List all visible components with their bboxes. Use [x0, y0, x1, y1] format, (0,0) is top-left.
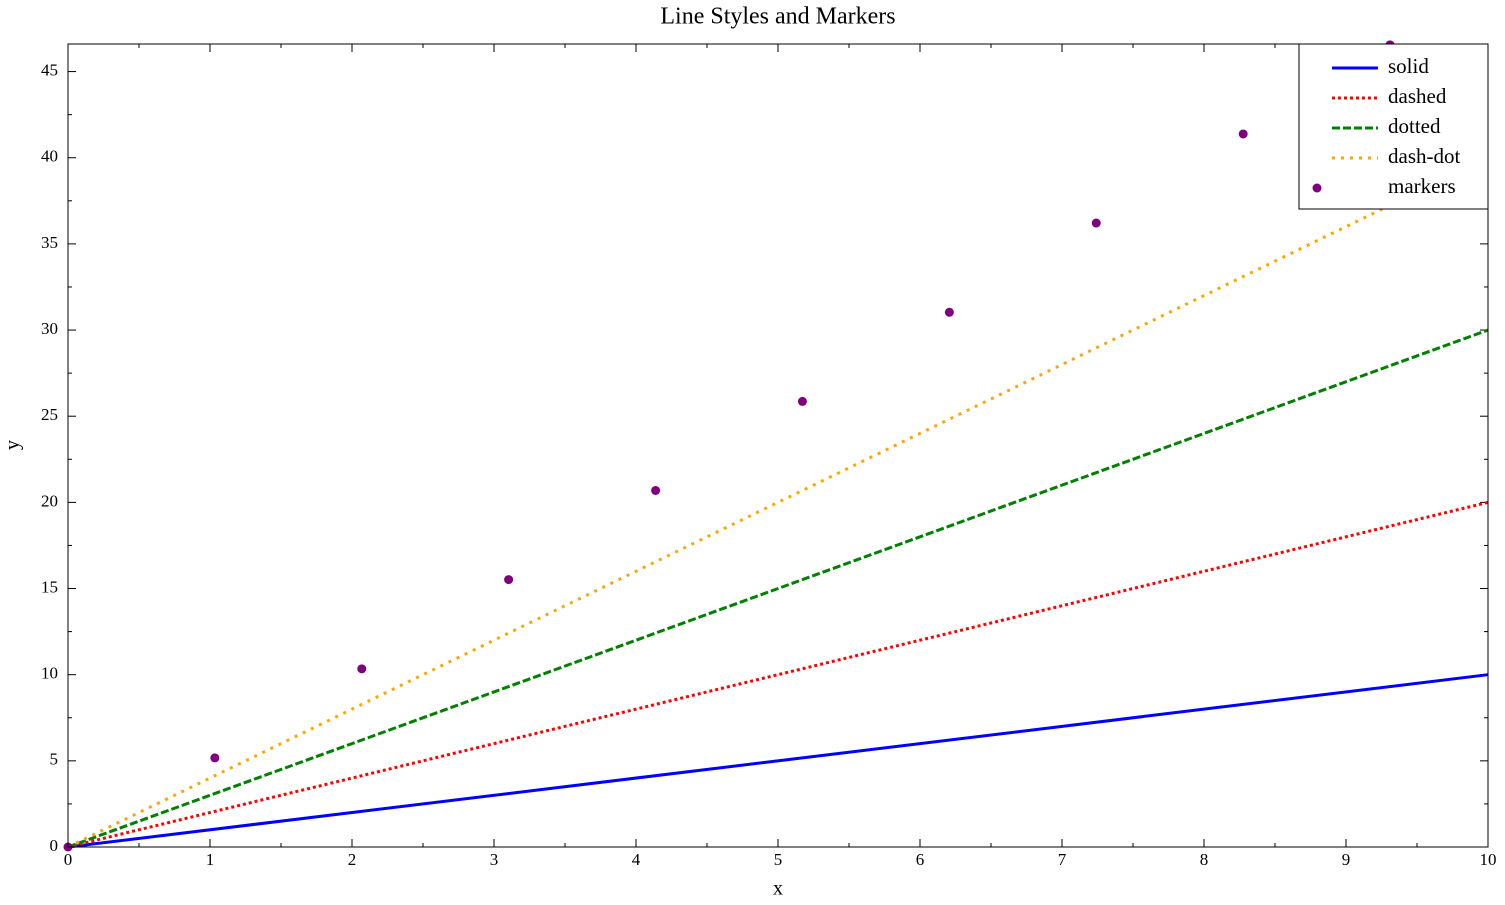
x-tick-label: 6	[916, 850, 925, 869]
x-tick-label: 2	[348, 850, 357, 869]
x-tick-label: 5	[774, 850, 783, 869]
marker	[797, 396, 807, 406]
legend-label: dotted	[1388, 114, 1441, 138]
x-tick-label: 7	[1058, 850, 1067, 869]
y-tick-label: 15	[41, 577, 58, 596]
y-axis-label: y	[2, 440, 24, 450]
y-tick-label: 5	[50, 750, 59, 769]
y-tick-label: 40	[41, 147, 58, 166]
x-tick-label: 4	[632, 850, 641, 869]
x-tick-label: 9	[1342, 850, 1351, 869]
marker	[1238, 129, 1248, 139]
legend-label: solid	[1388, 54, 1429, 78]
x-tick-label: 10	[1480, 850, 1497, 869]
marker	[944, 307, 954, 317]
legend-label: dashed	[1388, 84, 1447, 108]
x-tick-label: 8	[1200, 850, 1209, 869]
y-tick-label: 45	[41, 60, 58, 79]
line	[67, 500, 1489, 849]
y-tick-label: 10	[41, 664, 58, 683]
y-tick-label: 35	[41, 233, 58, 252]
x-tick-label: 1	[206, 850, 215, 869]
plot-area	[63, 40, 1489, 852]
marker	[1091, 218, 1101, 228]
y-tick-label: 25	[41, 405, 58, 424]
chart-title: Line Styles and Markers	[660, 4, 895, 30]
line	[67, 673, 1489, 849]
line	[67, 328, 1489, 849]
legend-label: dash-dot	[1388, 144, 1460, 168]
marker	[651, 485, 661, 495]
y-tick-label: 30	[41, 319, 58, 338]
x-axis-label: x	[773, 878, 783, 900]
legend-marker	[1312, 183, 1322, 193]
legend-box	[1298, 43, 1489, 210]
x-tick-label: 3	[490, 850, 499, 869]
marker	[210, 753, 220, 763]
x-tick-label: 0	[64, 850, 73, 869]
y-tick-label: 0	[50, 836, 59, 855]
marker	[357, 664, 367, 674]
plot-frame	[67, 43, 1489, 848]
line	[67, 156, 1489, 849]
legend-label: markers	[1388, 174, 1456, 198]
y-tick-label: 20	[41, 491, 58, 510]
marker	[504, 575, 514, 585]
